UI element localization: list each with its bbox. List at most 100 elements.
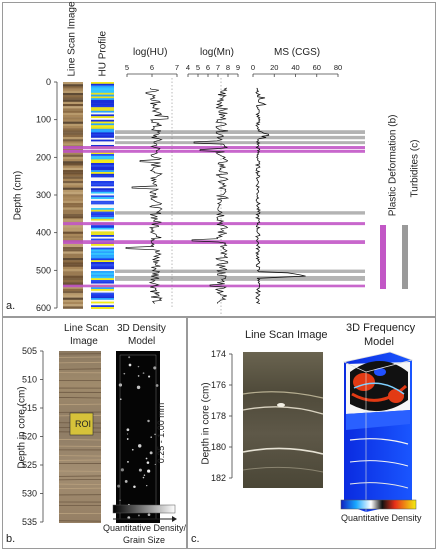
line-scan-strip	[63, 293, 83, 296]
log-hu-axis-tick-label: 5	[125, 63, 129, 72]
hu-profile-strip	[91, 123, 114, 126]
hu-profile-strip	[91, 204, 114, 207]
line-scan-strip	[63, 291, 83, 294]
hu-profile-strip	[91, 220, 114, 223]
line-scan-strip	[63, 247, 83, 250]
line-scan-strip	[63, 227, 83, 230]
depth-tick-label: 0	[46, 77, 51, 87]
line-scan-strip	[63, 198, 83, 201]
line-scan-strip	[63, 95, 83, 98]
line-scan-strip	[63, 106, 83, 109]
hu-profile-strip	[91, 258, 114, 261]
line-scan-strip	[63, 159, 83, 162]
hu-profile-column	[91, 82, 114, 309]
panel-b-letter: b.	[6, 533, 16, 545]
column-title-ms: MS (CGS)	[274, 47, 321, 58]
hu-profile-strip	[91, 191, 114, 194]
log-hu-curve	[125, 87, 169, 304]
line-scan-strip	[63, 225, 83, 228]
line-scan-strip	[63, 244, 83, 248]
line-scan-strip	[63, 209, 83, 212]
hu-profile-strip	[91, 110, 114, 113]
line-scan-strip	[63, 189, 83, 193]
hu-profile-strip	[91, 265, 114, 268]
hu-profile-strip	[91, 262, 114, 264]
ms-trace	[254, 87, 306, 304]
depth-axis: 0 100 200 300 400 500 600	[36, 77, 58, 313]
line-scan-strip	[63, 181, 83, 184]
line-scan-strip	[63, 115, 83, 118]
hu-profile-strip	[91, 103, 114, 106]
b-range-label: 0.25 - 1.00 mm	[156, 402, 166, 464]
line-scan-strip	[63, 93, 83, 96]
line-scan-strip	[63, 214, 83, 217]
top-axes: 5 6 7 4 5 6 7 8 9 0 20 40 60 80	[125, 63, 342, 316]
hu-profile-strip	[91, 236, 114, 239]
line-scan-strip	[63, 306, 83, 309]
line-scan-strip	[63, 266, 83, 270]
hu-profile-strip	[91, 290, 114, 293]
hu-profile-strip	[91, 244, 114, 246]
hu-profile-strip	[91, 100, 114, 102]
line-scan-strip	[63, 178, 83, 182]
line-scan-strip	[63, 148, 83, 151]
hu-profile-strip	[91, 301, 114, 304]
hu-profile-strip	[91, 251, 114, 254]
hu-profile-strip	[91, 253, 114, 255]
hu-profile-strip	[91, 182, 114, 185]
log-hu-trace	[125, 87, 169, 304]
line-scan-strip	[63, 154, 83, 157]
hu-profile-strip	[91, 118, 114, 120]
hu-profile-strip	[91, 125, 114, 128]
line-scan-strip	[63, 218, 83, 221]
hu-profile-strip	[91, 82, 114, 84]
line-scan-strip	[63, 262, 83, 265]
line-scan-strip	[63, 229, 83, 232]
hu-profile-strip	[91, 141, 114, 144]
hu-profile-strip	[91, 112, 114, 115]
line-scan-strip	[63, 253, 83, 256]
hu-profile-strip	[91, 217, 114, 219]
hu-profile-strip	[91, 202, 114, 205]
line-scan-strip	[63, 251, 83, 254]
hu-profile-strip	[91, 249, 114, 252]
line-scan-strip	[63, 216, 83, 219]
c-title-frequency: 3D Frequency	[346, 322, 416, 334]
hu-profile-strip	[91, 89, 114, 92]
hu-profile-strip	[91, 98, 114, 101]
b-title-density: 3D Density	[117, 323, 166, 334]
line-scan-strip	[63, 207, 83, 210]
hu-profile-strip	[91, 114, 114, 117]
hu-profile-strip	[91, 287, 114, 290]
hu-profile-strip	[91, 101, 114, 104]
line-scan-strip	[63, 280, 83, 283]
hu-profile-strip	[91, 91, 114, 93]
hu-profile-strip	[91, 199, 114, 201]
log-mn-axis-tick-label: 6	[206, 63, 210, 72]
line-scan-strip	[63, 183, 83, 186]
line-scan-strip	[63, 304, 83, 307]
hu-profile-strip	[91, 157, 114, 160]
hu-profile-strip	[91, 267, 114, 270]
column-title-hu-profile: HU Profile	[97, 30, 109, 77]
ms-axis-tick-label: 60	[313, 63, 321, 72]
hu-profile-strip	[91, 107, 114, 110]
line-scan-strip	[63, 137, 83, 140]
line-scan-strip	[63, 275, 83, 278]
turbidite-band	[115, 275, 365, 281]
hu-profile-strip	[91, 305, 114, 308]
line-scan-strip	[63, 86, 83, 89]
line-scan-strip	[63, 302, 83, 305]
hu-profile-strip	[91, 211, 114, 214]
hu-profile-strip	[91, 152, 114, 155]
hu-profile-strip	[91, 224, 114, 227]
hu-profile-strip	[91, 307, 114, 309]
hu-profile-strip	[91, 134, 114, 137]
b-title-density-2: Model	[128, 336, 156, 347]
line-scan-strip	[63, 238, 83, 241]
line-scan-strip	[63, 233, 83, 237]
turbidite-band	[115, 141, 365, 145]
line-scan-strip	[63, 141, 83, 144]
hu-profile-strip	[91, 105, 114, 108]
hu-profile-strip	[91, 87, 114, 90]
